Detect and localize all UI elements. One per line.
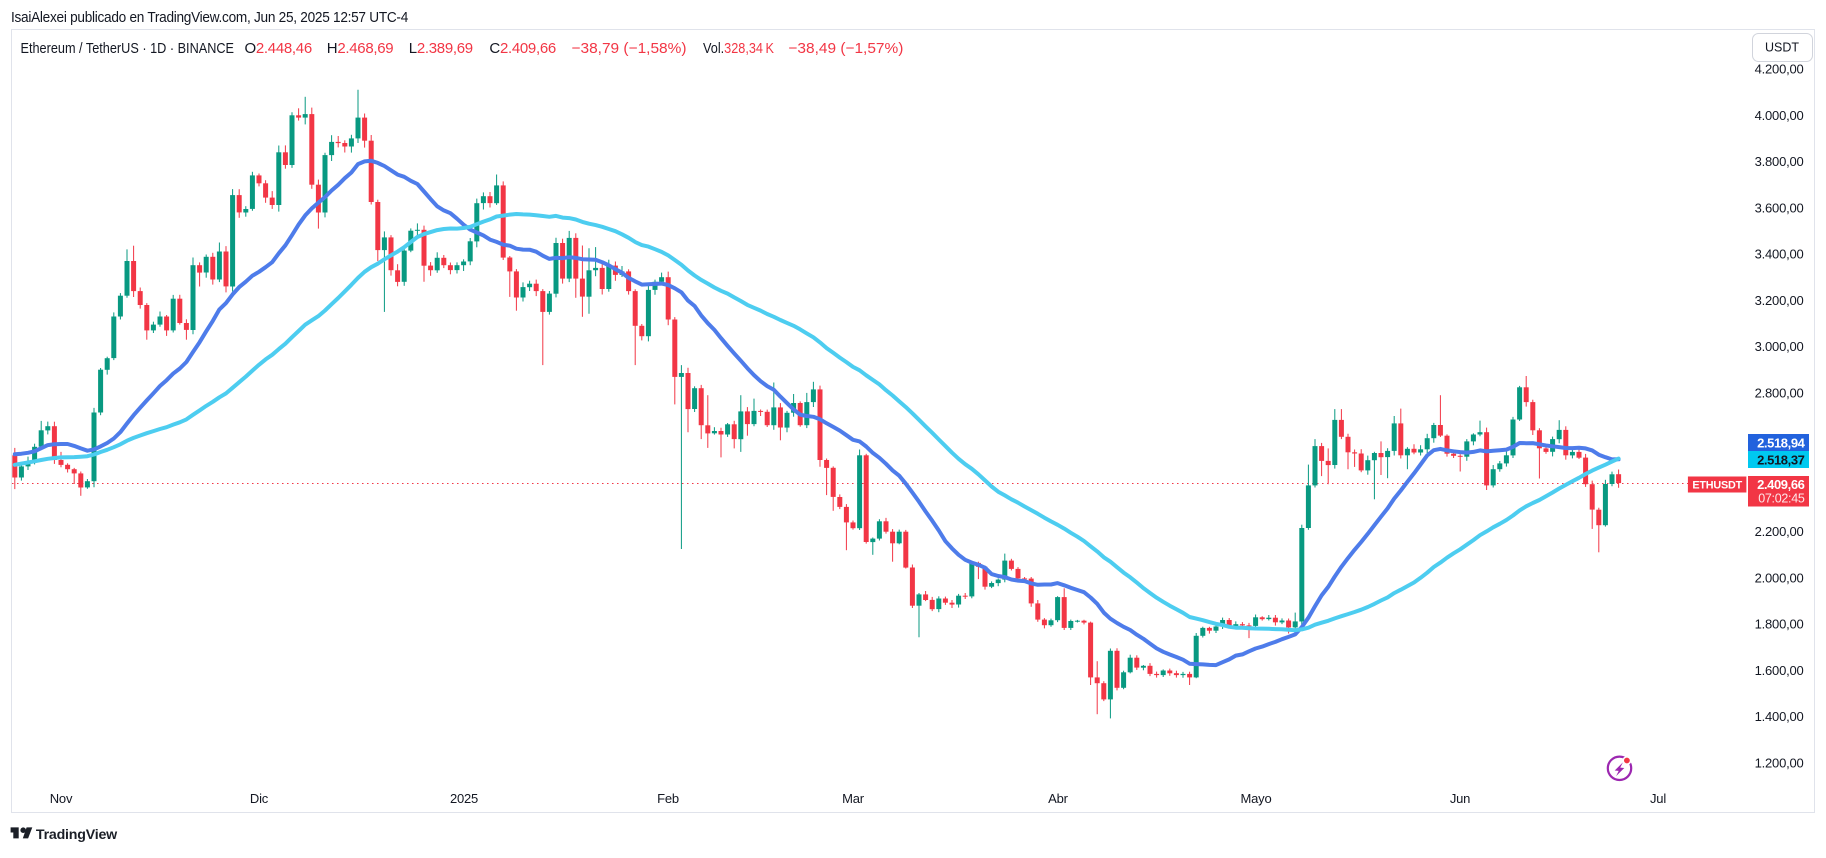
svg-text:−38,49 (−1,57%): −38,49 (−1,57%) bbox=[788, 40, 903, 57]
svg-text:3.000,00: 3.000,00 bbox=[1755, 339, 1804, 354]
svg-text:TradingView: TradingView bbox=[36, 827, 118, 843]
svg-text:C2.409,66: C2.409,66 bbox=[489, 40, 556, 57]
svg-text:Jun: Jun bbox=[1450, 791, 1470, 806]
svg-text:Ethereum / TetherUS · 1D · BIN: Ethereum / TetherUS · 1D · BINANCE bbox=[21, 40, 235, 57]
svg-text:Mar: Mar bbox=[842, 791, 865, 806]
svg-text:Jul: Jul bbox=[1650, 791, 1666, 806]
svg-text:1.400,00: 1.400,00 bbox=[1755, 709, 1804, 724]
svg-text:1.800,00: 1.800,00 bbox=[1755, 617, 1804, 632]
svg-text:Abr: Abr bbox=[1048, 791, 1069, 806]
svg-text:−38,79 (−1,58%): −38,79 (−1,58%) bbox=[572, 40, 687, 57]
svg-text:2.800,00: 2.800,00 bbox=[1755, 385, 1804, 400]
svg-text:Nov: Nov bbox=[50, 791, 73, 806]
svg-text:2025: 2025 bbox=[450, 791, 478, 806]
svg-text:Vol.328,34 K: Vol.328,34 K bbox=[703, 40, 774, 57]
svg-text:Dic: Dic bbox=[250, 791, 269, 806]
svg-text:07:02:45: 07:02:45 bbox=[1758, 492, 1805, 506]
svg-text:O2.448,46: O2.448,46 bbox=[245, 40, 312, 57]
svg-text:3.800,00: 3.800,00 bbox=[1755, 154, 1804, 169]
svg-text:ETHUSDT: ETHUSDT bbox=[1692, 480, 1742, 492]
svg-text:4.200,00: 4.200,00 bbox=[1755, 62, 1804, 77]
svg-text:4.000,00: 4.000,00 bbox=[1755, 108, 1804, 123]
svg-text:3.400,00: 3.400,00 bbox=[1755, 247, 1804, 262]
svg-text:3.600,00: 3.600,00 bbox=[1755, 200, 1804, 215]
svg-text:1.600,00: 1.600,00 bbox=[1755, 663, 1804, 678]
svg-text:USDT: USDT bbox=[1765, 41, 1799, 55]
svg-text:Mayo: Mayo bbox=[1241, 791, 1272, 806]
svg-text:L2.389,69: L2.389,69 bbox=[409, 40, 473, 57]
svg-text:2.518,94: 2.518,94 bbox=[1757, 436, 1806, 451]
svg-text:1.200,00: 1.200,00 bbox=[1755, 756, 1804, 771]
svg-text:2.409,66: 2.409,66 bbox=[1757, 477, 1805, 492]
svg-text:2.518,37: 2.518,37 bbox=[1757, 452, 1805, 467]
svg-text:3.200,00: 3.200,00 bbox=[1755, 293, 1804, 308]
svg-text:Feb: Feb bbox=[657, 791, 679, 806]
svg-text:H2.468,69: H2.468,69 bbox=[327, 40, 394, 57]
svg-text:2.200,00: 2.200,00 bbox=[1755, 524, 1804, 539]
svg-text:IsaiAlexei publicado en Tradin: IsaiAlexei publicado en TradingView.com,… bbox=[11, 9, 408, 26]
svg-text:2.000,00: 2.000,00 bbox=[1755, 570, 1804, 585]
